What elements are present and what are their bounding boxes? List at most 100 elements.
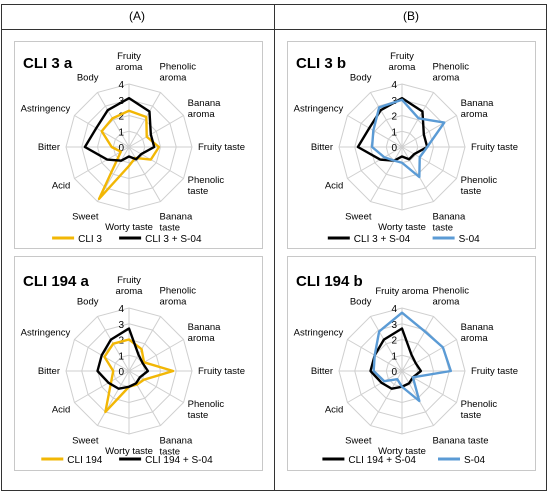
grid-spoke	[128, 316, 161, 372]
axis-label: Body	[77, 72, 99, 83]
grid-spoke	[401, 370, 457, 403]
grid-spoke	[401, 146, 457, 179]
axis-label: Worty taste	[378, 446, 426, 457]
legend-label: S-04	[464, 455, 486, 466]
axis-label: Phenolic aroma	[160, 285, 197, 307]
axis-label: Body	[77, 296, 99, 307]
legend: CLI 3 + S-04 S-04	[327, 234, 480, 245]
grid-spoke	[128, 92, 161, 148]
tick-label: 4	[118, 304, 124, 315]
series-line	[96, 327, 150, 390]
legend: CLI 194 CLI 194 + S-04	[41, 455, 213, 466]
radar-panel-cli3-b: CLI 3 b 0 1 2 3 4 Fruity aroma Phenolic aroma Bana…	[287, 41, 536, 249]
legend-label: CLI 194	[67, 455, 102, 466]
chart-title: CLI 194 b	[296, 273, 363, 290]
axis-label: Acid	[52, 405, 70, 416]
axis-label: Banana aroma	[188, 98, 221, 120]
axis-label: Body	[350, 296, 372, 307]
grid-spoke	[347, 146, 403, 179]
grid-spoke	[128, 146, 184, 179]
grid-spoke	[401, 115, 457, 148]
legend-label: CLI 3	[78, 234, 102, 245]
axis-label: Phenolic taste	[461, 399, 498, 421]
axis-label: Bitter	[311, 142, 333, 153]
axis-label: Fruity aroma	[375, 286, 429, 297]
grid-spoke	[370, 146, 403, 202]
tick-label: 4	[391, 80, 397, 91]
grid-spoke	[401, 339, 457, 372]
grid-spoke	[370, 92, 403, 148]
legend-label: CLI 3 + S-04	[354, 234, 411, 245]
axis-label: Fruity taste	[198, 142, 245, 153]
axis-label: Banana aroma	[461, 322, 494, 344]
legend-label: CLI 194 + S-04	[145, 455, 213, 466]
axis-label: Banana taste	[433, 436, 489, 447]
tick-label: 1	[118, 127, 124, 138]
grid-spoke	[347, 115, 403, 148]
header-divider	[1, 29, 547, 30]
tick-label: 2	[118, 112, 124, 123]
tick-label: 1	[391, 127, 397, 138]
series-line	[370, 98, 446, 179]
axis-label: Astringency	[21, 104, 71, 115]
axis-label: Phenolic taste	[461, 175, 498, 197]
tick-label: 3	[391, 320, 397, 331]
grid-spoke	[347, 370, 403, 403]
grid-spoke	[128, 146, 161, 202]
tick-label: 0	[391, 367, 397, 378]
axis-label: Banana aroma	[188, 322, 221, 344]
axis-label: Worty taste	[105, 222, 153, 233]
column-header-a: (A)	[129, 9, 145, 23]
legend-label: CLI 194 + S-04	[348, 455, 416, 466]
axis-label: Sweet	[72, 212, 99, 223]
axis-label: Banana taste	[160, 212, 193, 234]
series-line	[97, 109, 161, 201]
axis-label: Fruity taste	[471, 366, 518, 377]
tick-label: 3	[118, 320, 124, 331]
axis-label: Body	[350, 72, 372, 83]
axis-label: Fruity taste	[198, 366, 245, 377]
tick-label: 0	[118, 367, 124, 378]
axis-label: Worty taste	[105, 446, 153, 457]
axis-label: Sweet	[345, 212, 372, 223]
axis-label: Acid	[52, 181, 70, 192]
legend: CLI 3 CLI 3 + S-04	[52, 234, 202, 245]
grid-spoke	[370, 316, 403, 372]
radar-chart-cli194-b: CLI 194 b 0 1 2 3 4 Fruity aroma Phenolic aroma B…	[294, 273, 518, 466]
column-header-b: (B)	[403, 9, 419, 23]
axis-label: Bitter	[311, 366, 333, 377]
axis-label: Astringency	[294, 104, 344, 115]
grid-spoke	[128, 370, 161, 426]
axis-label: Banana taste	[160, 436, 193, 458]
axis-label: Phenolic aroma	[160, 61, 197, 83]
axis-label: Banana aroma	[461, 98, 494, 120]
grid-spoke	[74, 370, 130, 403]
tick-label: 2	[391, 336, 397, 347]
tick-label: 2	[391, 112, 397, 123]
tick-label: 1	[118, 351, 124, 362]
chart-title: CLI 3 a	[23, 55, 73, 72]
series-line	[372, 311, 453, 403]
axis-label: Sweet	[345, 436, 372, 447]
chart-title: CLI 3 b	[296, 55, 346, 72]
axis-label: Bitter	[38, 366, 60, 377]
series-line	[83, 96, 156, 162]
grid-spoke	[97, 370, 130, 426]
axis-label: Fruity aroma	[389, 51, 417, 73]
axis-label: Sweet	[72, 436, 99, 447]
axis-label: Fruity aroma	[116, 51, 144, 73]
radar-panel-cli194-a: CLI 194 a 0 1 2 3 4 Fruity aroma Phenolic aroma Ba…	[14, 256, 263, 471]
axis-label: Astringency	[21, 328, 71, 339]
axis-label: Acid	[325, 181, 343, 192]
axis-label: Phenolic aroma	[433, 61, 470, 83]
grid-spoke	[401, 316, 434, 372]
axis-label: Fruity aroma	[116, 275, 144, 297]
legend-label: CLI 3 + S-04	[145, 234, 202, 245]
legend: CLI 194 + S-04 S-04	[322, 455, 486, 466]
tick-label: 4	[118, 80, 124, 91]
axis-label: Banana taste	[433, 212, 466, 234]
